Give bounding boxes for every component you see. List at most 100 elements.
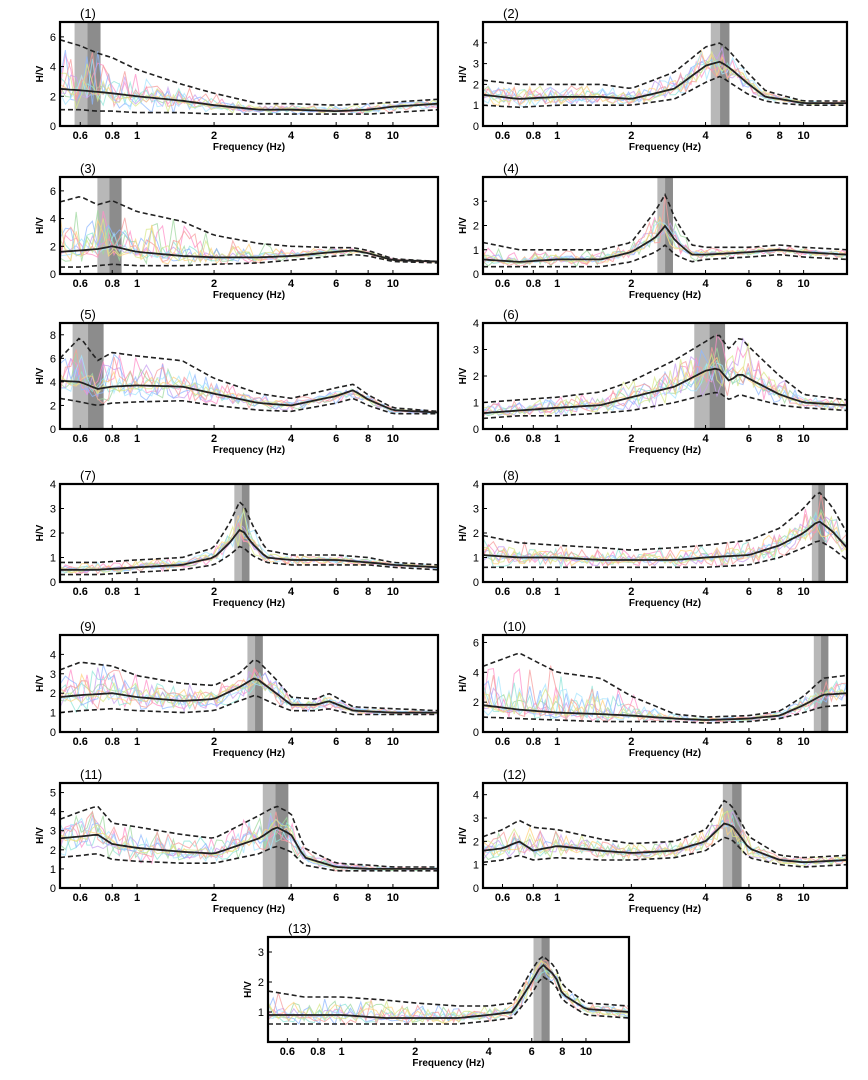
y-tick-label: 3: [50, 669, 56, 681]
x-tick-label: 4: [288, 278, 295, 290]
y-axis-label: H/V: [458, 675, 469, 692]
panel-label: (12): [503, 767, 526, 782]
peak-frequency-band-core: [709, 323, 726, 429]
y-tick-label: 4: [50, 807, 56, 819]
x-tick-label: 1: [134, 130, 140, 142]
x-tick-label: 0.6: [73, 736, 88, 748]
plot-area: [483, 323, 847, 429]
y-tick-label: 4: [473, 790, 479, 802]
x-tick-label: 2: [211, 433, 217, 445]
x-tick-label: 4: [702, 892, 709, 904]
x-tick-label: 4: [702, 278, 709, 290]
x-axis-label: Frequency (Hz): [629, 290, 701, 301]
x-tick-label: 8: [777, 892, 783, 904]
mean-hv-curve: [60, 826, 438, 870]
x-tick-label: 2: [628, 130, 634, 142]
x-axis-label: Frequency (Hz): [629, 748, 701, 759]
panel-label: (6): [503, 307, 519, 322]
y-tick-label: 6: [473, 637, 479, 649]
panel-2: 0 1 2 3 4 0.6 0.8 1 2 4 6 8 10 Frequency (Hz) H/V (2): [458, 6, 849, 153]
x-tick-label: 6: [333, 278, 339, 290]
y-tick-label: 1: [50, 864, 56, 876]
mean-hv-curve: [483, 60, 847, 104]
x-tick-label: 2: [211, 892, 217, 904]
y-tick-label: 1: [50, 553, 56, 565]
window-hv-curve: [483, 515, 847, 563]
window-hv-curve: [268, 959, 629, 1026]
x-axis-label: Frequency (Hz): [629, 598, 701, 609]
x-tick-label: 4: [288, 130, 295, 142]
plot-frame: [58, 175, 440, 276]
y-tick-label: 0: [473, 577, 479, 589]
y-tick-label: 4: [50, 649, 56, 661]
y-tick-label: 2: [473, 371, 479, 383]
x-tick-label: 6: [333, 736, 339, 748]
x-tick-label: 0.8: [526, 736, 541, 748]
x-tick-label: 10: [797, 586, 809, 598]
x-tick-label: 0.6: [73, 130, 88, 142]
panel-label: (13): [288, 921, 311, 936]
lower-std-curve: [483, 244, 847, 268]
y-tick-label: 2: [50, 528, 56, 540]
x-axis-label: Frequency (Hz): [629, 142, 701, 153]
x-tick-label: 4: [288, 736, 295, 748]
y-axis-label: H/V: [243, 981, 254, 998]
peak-frequency-band-core: [720, 22, 730, 126]
x-tick-label: 8: [365, 130, 371, 142]
x-tick-label: 2: [211, 130, 217, 142]
y-tick-label: 2: [473, 697, 479, 709]
y-tick-label: 4: [473, 667, 479, 679]
mean-hv-curve: [483, 692, 847, 721]
plot-frame: [58, 321, 440, 431]
x-tick-label: 0.8: [105, 736, 120, 748]
x-tick-label: 6: [529, 1046, 535, 1058]
plot-area: [483, 635, 847, 732]
window-hv-curve: [483, 50, 847, 106]
x-tick-label: 8: [365, 736, 371, 748]
x-tick-label: 8: [365, 433, 371, 445]
y-tick-label: 1: [473, 860, 479, 872]
x-tick-label: 2: [628, 278, 634, 290]
y-tick-label: 0: [50, 121, 56, 133]
x-axis-label: Frequency (Hz): [213, 290, 285, 301]
upper-std-curve: [60, 805, 438, 868]
x-tick-label: 10: [797, 278, 809, 290]
panel-10: 0 2 4 6 0.6 0.8 1 2 4 6 8 10 Frequency (Hz) H/V (10): [458, 619, 849, 759]
panel-label: (9): [80, 619, 96, 634]
x-tick-label: 6: [746, 130, 752, 142]
x-axis-label: Frequency (Hz): [213, 904, 285, 915]
plot-frame: [58, 633, 440, 734]
x-tick-label: 6: [746, 278, 752, 290]
x-tick-label: 1: [134, 278, 140, 290]
upper-std-curve: [60, 658, 438, 712]
plot-area: [483, 783, 847, 888]
y-tick-label: 3: [473, 196, 479, 208]
x-tick-label: 0.6: [495, 892, 510, 904]
x-tick-label: 6: [333, 892, 339, 904]
y-tick-label: 3: [258, 947, 264, 959]
x-tick-label: 0.8: [105, 586, 120, 598]
y-tick-label: 4: [50, 214, 56, 226]
x-tick-label: 2: [628, 892, 634, 904]
window-hv-curve: [60, 63, 438, 114]
x-tick-label: 0.8: [526, 586, 541, 598]
lower-std-curve: [483, 391, 847, 420]
plot-area: [483, 484, 847, 582]
lower-std-curve: [268, 975, 629, 1025]
y-tick-label: 2: [50, 241, 56, 253]
window-hv-curve: [483, 810, 847, 864]
panel-label: (1): [80, 6, 96, 21]
upper-std-curve: [483, 334, 847, 404]
y-tick-label: 2: [473, 221, 479, 233]
plot-area: [60, 177, 438, 274]
x-tick-label: 4: [702, 433, 709, 445]
y-tick-label: 0: [50, 727, 56, 739]
x-tick-label: 1: [339, 1046, 345, 1058]
x-tick-label: 10: [797, 130, 809, 142]
panel-8: 0 1 2 3 4 0.6 0.8 1 2 4 6 8 10 Frequency (Hz) H/V (8): [458, 468, 849, 609]
window-hv-curve: [60, 52, 438, 114]
x-tick-label: 0.6: [495, 736, 510, 748]
x-tick-label: 10: [797, 736, 809, 748]
y-tick-label: 1: [473, 245, 479, 257]
panel-label: (8): [503, 468, 519, 483]
